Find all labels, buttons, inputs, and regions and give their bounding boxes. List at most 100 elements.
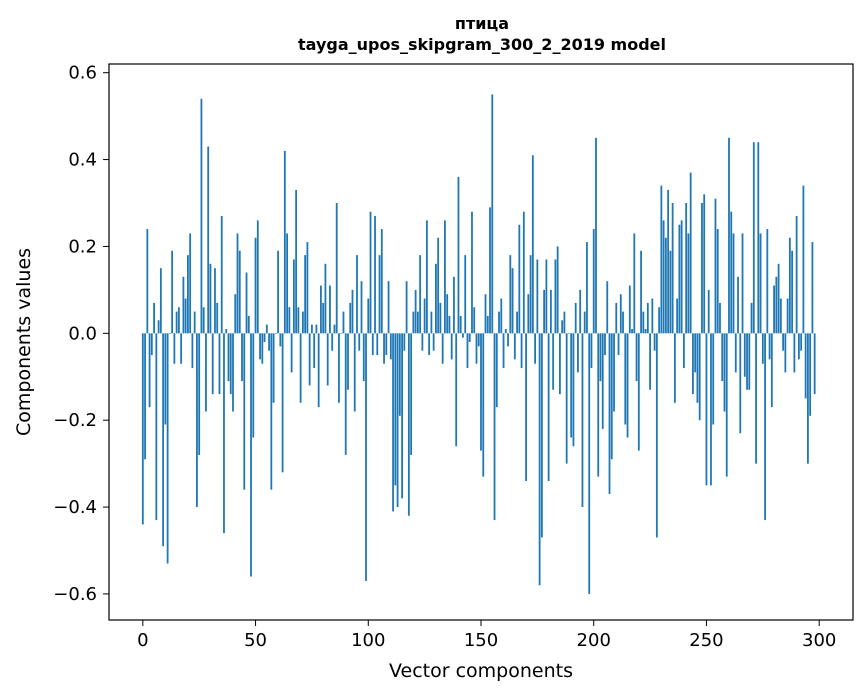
- bar-103: [374, 216, 376, 334]
- bar-13: [171, 250, 174, 334]
- bar-27: [202, 307, 205, 334]
- bar-141: [459, 315, 462, 334]
- bar-33: [216, 302, 219, 334]
- bar-204: [601, 333, 604, 429]
- bar-133: [441, 333, 444, 364]
- bar-159: [500, 298, 503, 334]
- bar-215: [626, 333, 629, 438]
- bar-137: [450, 333, 453, 360]
- bar-164: [511, 268, 514, 334]
- bar-279: [770, 333, 773, 408]
- y-axis-label: Components values: [13, 248, 35, 436]
- bar-60: [277, 250, 279, 334]
- bar-59: [274, 333, 277, 334]
- bar-271: [752, 142, 755, 334]
- bar-194: [579, 289, 582, 334]
- bar-214: [624, 333, 627, 425]
- bar-241: [685, 203, 688, 334]
- bar-209: [613, 333, 615, 412]
- bar-78: [317, 333, 320, 408]
- bar-244: [692, 333, 694, 395]
- bar-21: [189, 233, 192, 334]
- bar-113: [396, 333, 399, 508]
- bar-227: [653, 333, 656, 351]
- bar-152: [484, 294, 487, 334]
- bar-182: [552, 333, 555, 390]
- bar-121: [414, 289, 417, 334]
- bar-147: [473, 307, 476, 334]
- bar-150: [480, 333, 482, 451]
- bar-29: [207, 146, 210, 334]
- bar-131: [437, 237, 440, 334]
- bar-191: [572, 333, 575, 447]
- bar-85: [333, 324, 336, 334]
- bar-278: [768, 333, 771, 360]
- bar-294: [804, 333, 807, 399]
- y-tick-label: 0.4: [68, 150, 97, 171]
- bar-2: [146, 229, 149, 334]
- bar-40: [232, 333, 234, 412]
- bar-105: [378, 255, 381, 334]
- bar-211: [617, 333, 620, 356]
- bar-292: [800, 333, 803, 351]
- bar-98: [362, 333, 365, 382]
- chart-title-line2: tayga_upos_skipgram_300_2_2019 model: [298, 35, 666, 54]
- bar-221: [640, 250, 642, 334]
- bar-71: [301, 311, 304, 334]
- bar-275: [761, 333, 764, 364]
- bar-120: [412, 311, 415, 334]
- bar-134: [444, 220, 446, 334]
- bar-162: [507, 333, 509, 347]
- bar-259: [725, 333, 728, 477]
- bar-208: [610, 333, 613, 460]
- bar-179: [545, 259, 548, 334]
- bar-41: [234, 294, 237, 334]
- bar-240: [683, 333, 685, 369]
- bar-108: [385, 333, 388, 356]
- bar-43: [238, 250, 241, 334]
- bar-296: [809, 333, 812, 416]
- bar-46: [245, 272, 248, 334]
- bar-273: [757, 142, 760, 334]
- bar-148: [475, 333, 478, 364]
- bar-236: [673, 333, 676, 403]
- bar-213: [622, 311, 624, 334]
- bar-175: [536, 259, 539, 334]
- bar-289: [793, 333, 796, 373]
- bar-297: [811, 242, 814, 334]
- bar-153: [486, 315, 489, 334]
- bar-69: [297, 307, 300, 334]
- bar-55: [265, 324, 268, 334]
- bar-263: [734, 333, 737, 373]
- bar-139: [455, 333, 458, 447]
- bar-195: [581, 333, 584, 508]
- bar-255: [716, 229, 719, 334]
- bar-233: [667, 189, 670, 334]
- bar-188: [565, 333, 568, 464]
- bar-142: [462, 333, 464, 338]
- bar-239: [680, 220, 683, 334]
- bar-237: [676, 298, 679, 334]
- bar-212: [619, 294, 622, 334]
- bar-151: [482, 333, 485, 477]
- bar-110: [389, 333, 392, 360]
- bar-252: [710, 333, 712, 486]
- bar-0: [141, 333, 144, 525]
- bar-26: [200, 98, 203, 334]
- bar-63: [283, 150, 286, 334]
- bar-250: [705, 333, 708, 486]
- bar-167: [518, 224, 521, 334]
- y-tick-label: 0.0: [68, 323, 97, 344]
- bar-86: [335, 203, 338, 334]
- bar-106: [380, 229, 383, 334]
- bar-123: [419, 255, 422, 334]
- bar-187: [563, 311, 566, 334]
- bar-190: [570, 333, 573, 438]
- bar-272: [755, 333, 757, 464]
- bar-174: [534, 333, 537, 364]
- bar-170: [525, 333, 527, 481]
- bar-83: [329, 285, 331, 334]
- bar-10: [164, 333, 167, 425]
- bar-282: [777, 263, 780, 334]
- bar-52: [259, 333, 261, 360]
